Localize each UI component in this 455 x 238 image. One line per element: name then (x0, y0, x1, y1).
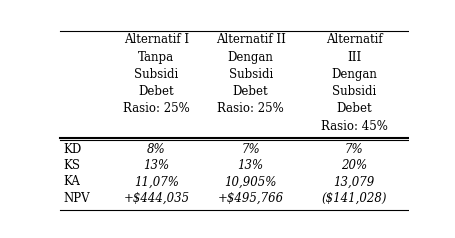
Text: Subsidi: Subsidi (228, 68, 272, 81)
Text: Dengan: Dengan (227, 50, 273, 64)
Text: KA: KA (63, 175, 80, 188)
Text: 8%: 8% (147, 143, 165, 156)
Text: Debet: Debet (233, 85, 268, 98)
Text: 13%: 13% (143, 159, 169, 172)
Text: 13,079: 13,079 (333, 175, 374, 188)
Text: Alternatif I: Alternatif I (123, 33, 188, 46)
Text: 7%: 7% (344, 143, 363, 156)
Text: Debet: Debet (336, 103, 371, 115)
Text: Rasio: 45%: Rasio: 45% (320, 120, 387, 133)
Text: ($141,028): ($141,028) (321, 192, 386, 205)
Text: 11,07%: 11,07% (134, 175, 178, 188)
Text: 10,905%: 10,905% (224, 175, 276, 188)
Text: +$444,035: +$444,035 (123, 192, 189, 205)
Text: 7%: 7% (241, 143, 259, 156)
Text: NPV: NPV (63, 192, 90, 205)
Text: Alternatif: Alternatif (325, 33, 382, 46)
Text: Tanpa: Tanpa (138, 50, 174, 64)
Text: Subsidi: Subsidi (331, 85, 375, 98)
Text: Subsidi: Subsidi (134, 68, 178, 81)
Text: KD: KD (63, 143, 81, 156)
Text: 20%: 20% (340, 159, 366, 172)
Text: III: III (346, 50, 360, 64)
Text: Debet: Debet (138, 85, 174, 98)
Text: +$495,766: +$495,766 (217, 192, 283, 205)
Text: Rasio: 25%: Rasio: 25% (123, 103, 189, 115)
Text: 13%: 13% (237, 159, 263, 172)
Text: Dengan: Dengan (330, 68, 376, 81)
Text: KS: KS (63, 159, 81, 172)
Text: Alternatif II: Alternatif II (215, 33, 285, 46)
Text: Rasio: 25%: Rasio: 25% (217, 103, 283, 115)
